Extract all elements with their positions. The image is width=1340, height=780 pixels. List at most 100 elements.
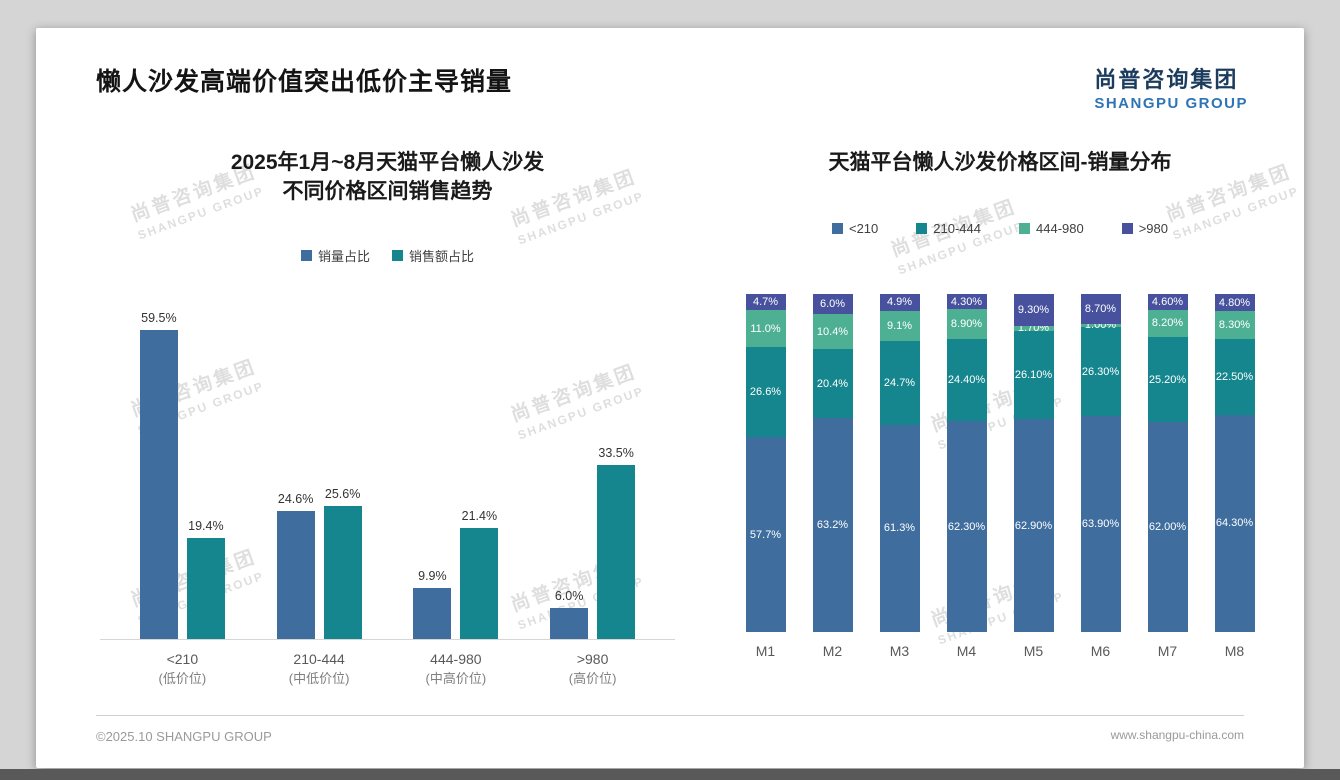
bar-value-label: 33.5% — [598, 446, 634, 460]
legend-item-price-2: 210-444 — [916, 221, 981, 236]
legend-label: >980 — [1138, 221, 1169, 236]
stack-group: 62.90% 26.10% 1.70% 9.30% — [1000, 294, 1067, 632]
segment-value-label: 62.90% — [1014, 519, 1053, 532]
footer-divider — [96, 715, 1244, 716]
segment-value-label: 4.7% — [752, 295, 779, 308]
bar-value-label: 6.0% — [554, 589, 584, 603]
bar-segment->980: 9.30% — [1013, 294, 1054, 326]
bar-segment->980: 8.70% — [1080, 294, 1121, 324]
legend-swatch — [916, 223, 928, 234]
bar-segment-210-444: 26.10% — [1013, 331, 1054, 420]
category-label-sub: (中低价位) — [288, 671, 350, 686]
left-chart-x-axis: <210 (低价位) 210-444 (中低价位) 444-980 (中高价位) >980 (… — [100, 649, 675, 688]
segment-value-label: 25.20% — [1148, 373, 1187, 386]
legend-item-price-1: <210 — [831, 221, 878, 236]
bar-销量占比: 59.5% — [139, 311, 178, 639]
category-label-sub: (高价位) — [568, 671, 617, 686]
left-chart-title-line1: 2025年1月~8月天猫平台懒人沙发 — [230, 151, 545, 174]
stacked-bar: 61.3% 24.7% 9.1% 4.9% — [879, 293, 920, 632]
bar-segment-444-980: 8.90% — [946, 308, 987, 339]
legend-swatch — [1019, 223, 1030, 234]
bar-销售额占比: 21.4% — [460, 509, 499, 639]
bar-segment-<210: 61.3% — [879, 424, 920, 632]
segment-value-label: 64.30% — [1215, 517, 1254, 530]
category-label: 444-980 (中高价位) — [388, 649, 525, 688]
segment-value-label: 26.6% — [749, 386, 782, 399]
category-label: >980 (高价位) — [524, 649, 661, 688]
category-label: 210-444 (中低价位) — [251, 649, 388, 688]
stack-group: 64.30% 22.50% 8.30% 4.80% — [1201, 294, 1268, 632]
bar-segment-<210: 62.30% — [946, 421, 987, 632]
bar-group: 24.6% 25.6% — [251, 487, 388, 639]
bar-value-label: 19.4% — [188, 519, 224, 533]
segment-value-label: 4.80% — [1218, 296, 1251, 309]
category-label-main: 444-980 — [430, 651, 482, 667]
bar-销量占比: 24.6% — [276, 492, 315, 639]
stacked-bar: 63.90% 26.30% 1.00% 8.70% — [1080, 294, 1121, 632]
bar-segment->980: 4.30% — [946, 294, 987, 309]
legend-label: 销量占比 — [317, 249, 370, 264]
right-chart-legend: <210 210-444 444-980 >980 — [726, 221, 1274, 236]
page-title: 懒人沙发高端价值突出低价主导销量 — [96, 68, 513, 96]
bar-segment-<210: 63.2% — [812, 418, 853, 632]
segment-value-label: 20.4% — [816, 377, 849, 390]
segment-value-label: 6.0% — [819, 298, 846, 311]
bar-销售额占比: 19.4% — [186, 519, 225, 639]
segment-value-label: 9.30% — [1017, 303, 1050, 316]
segment-value-label: 57.7% — [749, 528, 782, 541]
bar-销量占比: 6.0% — [550, 589, 589, 639]
bar-segment-444-980: 1.00% — [1080, 319, 1121, 331]
bar-segment-210-444: 25.20% — [1147, 337, 1188, 423]
segment-value-label: 63.90% — [1081, 518, 1120, 530]
bar-segment-210-444: 26.6% — [745, 347, 786, 437]
bar-value-label: 21.4% — [461, 509, 498, 523]
segment-value-label: 24.7% — [883, 377, 916, 390]
legend-label: 444-980 — [1036, 221, 1084, 236]
category-label-sub: (低价位) — [158, 671, 207, 686]
stacked-bar: 62.30% 24.40% 8.90% 4.30% — [946, 294, 987, 632]
category-label-main: 210-444 — [293, 651, 345, 667]
segment-value-label: 11.0% — [750, 322, 781, 335]
stack-group: 63.2% 20.4% 10.4% 6.0% — [799, 293, 866, 632]
right-chart-title: 天猫平台懒人沙发价格区间-销量分布 — [828, 151, 1172, 174]
right-chart-plot: 57.7% 26.6% 11.0% 4.7% 63.2% 20.4% 10.4% 6.0% 61… — [726, 292, 1274, 632]
bar-segment-210-444: 24.7% — [879, 341, 920, 425]
category-label: M7 — [1157, 643, 1178, 659]
segment-value-label: 61.3% — [883, 522, 916, 535]
stack-group: 62.00% 25.20% 8.20% 4.60% — [1134, 294, 1201, 632]
window-bottom-bar — [0, 769, 1340, 780]
segment-value-label: 26.10% — [1014, 369, 1053, 382]
category-label: M2 — [822, 643, 843, 659]
stack-group: 62.30% 24.40% 8.90% 4.30% — [933, 294, 1000, 632]
bar-value-label: 25.6% — [324, 487, 361, 501]
bar-group: 6.0% 33.5% — [524, 446, 661, 639]
segment-value-label: 9.1% — [886, 319, 913, 332]
legend-swatch — [300, 250, 312, 261]
legend-label: 销售额占比 — [409, 249, 475, 264]
bar-segment-444-980: 8.20% — [1147, 309, 1188, 338]
bar-销售额占比: 25.6% — [323, 487, 362, 639]
left-chart-title-line2: 不同价格区间销售趋势 — [282, 180, 493, 203]
segment-value-label: 26.30% — [1081, 365, 1120, 378]
right-chart-x-axis: M1 M2 M3 M4 M5 M6 M7 M8 — [726, 643, 1274, 659]
segment-value-label: 24.40% — [947, 374, 986, 387]
bar-segment-210-444: 24.40% — [946, 338, 987, 422]
bar-segment->980: 4.80% — [1214, 294, 1255, 311]
bar-segment-444-980: 9.1% — [879, 310, 920, 342]
bar-segment-<210: 63.90% — [1080, 416, 1121, 632]
category-label: M6 — [1090, 643, 1111, 659]
bar-segment->980: 4.7% — [745, 294, 786, 310]
right-chart: 天猫平台懒人沙发价格区间-销量分布 <210 210-444 444-980 >… — [726, 148, 1274, 659]
left-chart-plot: 59.5% 19.4% 24.6% 25.6% 9.9% 21.4% 6.0% 33.5% — [100, 309, 675, 640]
segment-value-label: 63.2% — [816, 519, 849, 532]
stack-group: 61.3% 24.7% 9.1% 4.9% — [866, 293, 933, 632]
left-chart-legend: 销量占比 销售额占比 — [100, 246, 675, 265]
company-logo: 尚普咨询集团 SHANGPU GROUP — [1094, 62, 1248, 112]
category-label-main: <210 — [166, 651, 199, 667]
bar-segment-210-444: 26.30% — [1080, 327, 1121, 416]
bar-group: 9.9% 21.4% — [388, 509, 525, 639]
segment-value-label: 8.20% — [1151, 317, 1184, 330]
category-label: M4 — [956, 643, 977, 659]
bar-销售额占比: 33.5% — [597, 446, 636, 639]
